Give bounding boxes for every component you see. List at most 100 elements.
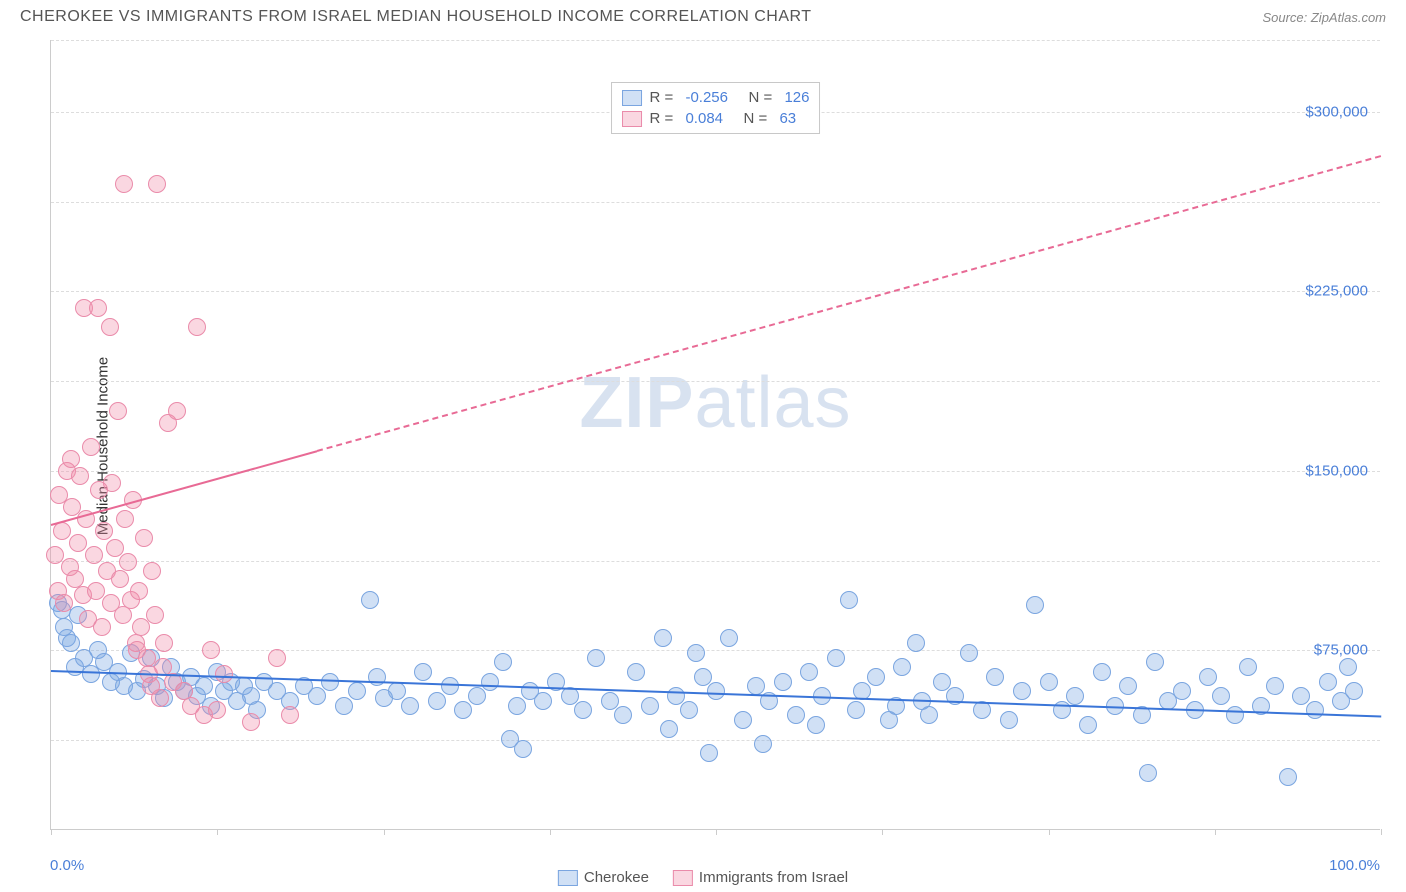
data-point xyxy=(111,570,129,588)
data-point xyxy=(168,402,186,420)
gridline xyxy=(51,471,1380,472)
data-point xyxy=(116,510,134,528)
stats-row: R = -0.256 N = 126 xyxy=(622,87,810,108)
source-label: Source: ZipAtlas.com xyxy=(1262,10,1386,25)
data-point xyxy=(401,697,419,715)
gridline xyxy=(51,740,1380,741)
data-point xyxy=(847,701,865,719)
data-point xyxy=(1212,687,1230,705)
data-point xyxy=(1345,682,1363,700)
legend-swatch xyxy=(558,870,578,886)
data-point xyxy=(188,318,206,336)
data-point xyxy=(534,692,552,710)
series-legend: Cherokee Immigrants from Israel xyxy=(558,869,848,886)
gridline xyxy=(51,650,1380,651)
data-point xyxy=(268,649,286,667)
data-point xyxy=(281,706,299,724)
y-tick-label: $150,000 xyxy=(1305,462,1368,479)
n-value: 63 xyxy=(779,110,796,127)
data-point xyxy=(960,644,978,662)
data-point xyxy=(1266,677,1284,695)
data-point xyxy=(66,570,84,588)
data-point xyxy=(119,553,137,571)
data-point xyxy=(143,562,161,580)
data-point xyxy=(101,318,119,336)
data-point xyxy=(614,706,632,724)
data-point xyxy=(348,682,366,700)
data-point xyxy=(335,697,353,715)
x-max-label: 100.0% xyxy=(1329,857,1380,874)
data-point xyxy=(441,677,459,695)
data-point xyxy=(667,687,685,705)
gridline xyxy=(51,381,1380,382)
stats-row: R = 0.084 N = 63 xyxy=(622,108,810,129)
data-point xyxy=(95,522,113,540)
data-point xyxy=(807,716,825,734)
data-point xyxy=(986,668,1004,686)
data-point xyxy=(840,591,858,609)
data-point xyxy=(1066,687,1084,705)
data-point xyxy=(720,629,738,647)
legend-label: Immigrants from Israel xyxy=(699,869,848,886)
data-point xyxy=(514,740,532,758)
x-tick xyxy=(217,829,218,835)
watermark: ZIPatlas xyxy=(579,362,851,444)
data-point xyxy=(361,591,379,609)
data-point xyxy=(494,653,512,671)
legend-swatch xyxy=(622,111,642,127)
data-point xyxy=(85,546,103,564)
data-point xyxy=(867,668,885,686)
data-point xyxy=(130,582,148,600)
n-value: 126 xyxy=(784,89,809,106)
data-point xyxy=(574,701,592,719)
data-point xyxy=(89,299,107,317)
data-point xyxy=(1279,768,1297,786)
data-point xyxy=(1292,687,1310,705)
data-point xyxy=(1306,701,1324,719)
data-point xyxy=(1199,668,1217,686)
x-tick xyxy=(384,829,385,835)
data-point xyxy=(1079,716,1097,734)
data-point xyxy=(135,529,153,547)
legend-label: Cherokee xyxy=(584,869,649,886)
data-point xyxy=(627,663,645,681)
data-point xyxy=(1339,658,1357,676)
legend-swatch xyxy=(622,90,642,106)
data-point xyxy=(115,175,133,193)
legend-item: Immigrants from Israel xyxy=(673,869,848,886)
data-point xyxy=(933,673,951,691)
data-point xyxy=(660,720,678,738)
r-value: 0.084 xyxy=(685,110,723,127)
r-value: -0.256 xyxy=(685,89,728,106)
data-point xyxy=(481,673,499,691)
data-point xyxy=(1040,673,1058,691)
data-point xyxy=(202,641,220,659)
data-point xyxy=(920,706,938,724)
data-point xyxy=(907,634,925,652)
data-point xyxy=(893,658,911,676)
data-point xyxy=(93,618,111,636)
data-point xyxy=(734,711,752,729)
x-tick xyxy=(882,829,883,835)
data-point xyxy=(587,649,605,667)
data-point xyxy=(195,677,213,695)
x-tick xyxy=(1381,829,1382,835)
data-point xyxy=(69,534,87,552)
gridline xyxy=(51,291,1380,292)
data-point xyxy=(103,474,121,492)
data-point xyxy=(641,697,659,715)
data-point xyxy=(148,175,166,193)
x-tick xyxy=(1215,829,1216,835)
x-tick xyxy=(51,829,52,835)
data-point xyxy=(1173,682,1191,700)
data-point xyxy=(109,402,127,420)
data-point xyxy=(1000,711,1018,729)
data-point xyxy=(687,644,705,662)
chart-title: CHEROKEE VS IMMIGRANTS FROM ISRAEL MEDIA… xyxy=(20,8,812,26)
data-point xyxy=(62,450,80,468)
data-point xyxy=(601,692,619,710)
legend-item: Cherokee xyxy=(558,869,649,886)
data-point xyxy=(1226,706,1244,724)
legend-swatch xyxy=(673,870,693,886)
data-point xyxy=(1319,673,1337,691)
